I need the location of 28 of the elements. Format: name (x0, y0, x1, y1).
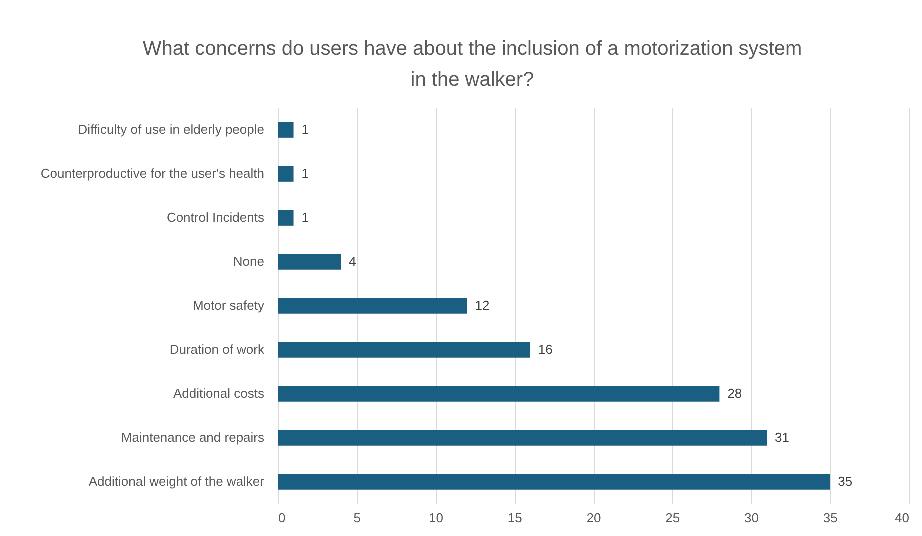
x-tick-label: 5 (354, 510, 361, 526)
y-tick-label: None (233, 254, 264, 269)
y-tick-label: Maintenance and repairs (121, 430, 265, 445)
x-tick-label: 30 (744, 510, 759, 526)
data-label: 12 (475, 298, 490, 313)
y-tick-label: Motor safety (192, 298, 265, 313)
data-label: 35 (838, 474, 853, 489)
data-label: 1 (302, 210, 310, 225)
x-tick-label: 20 (586, 510, 602, 526)
y-tick-label: Additional costs (173, 386, 265, 401)
x-tick-label: 35 (823, 510, 838, 526)
data-label: 1 (302, 166, 310, 181)
x-tick-label: 15 (508, 510, 522, 526)
chart-title: What concerns do users have about the inclusion of a motorization system in the walker? (142, 38, 802, 91)
data-label: 28 (728, 386, 742, 401)
x-tick-label: 0 (278, 510, 286, 526)
x-tick-label: 25 (666, 510, 680, 526)
data-label: 4 (349, 254, 356, 269)
data-label: 31 (775, 430, 790, 445)
data-label: 1 (302, 122, 310, 137)
y-tick-label: Additional weight of the walker (88, 474, 266, 489)
y-tick-label: Control Incidents (166, 210, 265, 225)
x-tick-label: 10 (429, 510, 444, 526)
y-tick-label: Difficulty of use in elderly people (78, 122, 264, 137)
x-tick-label: 40 (895, 510, 910, 526)
y-tick-label: Duration of work (170, 342, 265, 357)
y-tick-label: Counterproductive for the user's health (40, 166, 264, 181)
data-label: 16 (538, 342, 553, 357)
